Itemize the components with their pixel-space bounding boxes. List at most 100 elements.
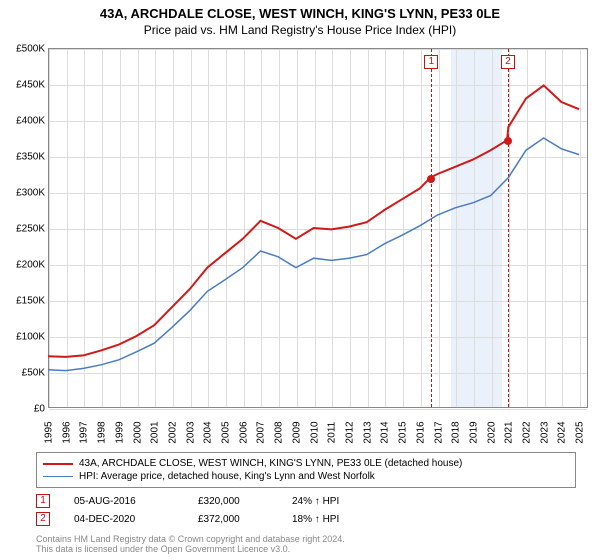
- gridline-v: [474, 49, 475, 407]
- x-tick-label: 2015: [398, 421, 409, 443]
- gridline-v: [67, 49, 68, 407]
- transaction-date: 04-DEC-2020: [74, 514, 174, 525]
- legend-swatch: [43, 476, 73, 477]
- gridline-v: [155, 49, 156, 407]
- gridline-v: [332, 49, 333, 407]
- x-tick-label: 2012: [344, 421, 355, 443]
- y-tick-label: £400K: [1, 116, 45, 127]
- transaction-price: £372,000: [198, 514, 268, 525]
- gridline-h: [49, 265, 587, 266]
- gridline-h: [49, 49, 587, 50]
- gridline-v: [173, 49, 174, 407]
- legend-swatch: [43, 463, 73, 465]
- footnote-line-2: This data is licensed under the Open Gov…: [36, 544, 345, 554]
- gridline-v: [509, 49, 510, 407]
- gridline-h: [49, 301, 587, 302]
- y-tick-label: £50K: [1, 368, 45, 379]
- y-tick-label: £200K: [1, 260, 45, 271]
- footnote: Contains HM Land Registry data © Crown c…: [36, 534, 345, 554]
- transaction-row: 105-AUG-2016£320,00024% ↑ HPI: [36, 492, 382, 510]
- x-tick-label: 2006: [238, 421, 249, 443]
- x-tick-label: 2020: [486, 421, 497, 443]
- page-title: 43A, ARCHDALE CLOSE, WEST WINCH, KING'S …: [0, 0, 600, 21]
- x-tick-label: 2007: [256, 421, 267, 443]
- transaction-index-box: 2: [36, 512, 50, 526]
- plot: £0£50K£100K£150K£200K£250K£300K£350K£400…: [48, 48, 588, 408]
- chart-area: £0£50K£100K£150K£200K£250K£300K£350K£400…: [48, 48, 588, 408]
- gridline-v: [191, 49, 192, 407]
- y-tick-label: £150K: [1, 296, 45, 307]
- x-tick-label: 2011: [327, 422, 338, 444]
- transaction-index-box: 1: [36, 494, 50, 508]
- gridline-v: [49, 49, 50, 407]
- gridline-v: [102, 49, 103, 407]
- gridline-v: [492, 49, 493, 407]
- gridline-v: [208, 49, 209, 407]
- shaded-region: [451, 49, 502, 407]
- y-tick-label: £100K: [1, 332, 45, 343]
- legend: 43A, ARCHDALE CLOSE, WEST WINCH, KING'S …: [36, 452, 576, 488]
- y-tick-label: £0: [1, 404, 45, 415]
- x-tick-label: 2002: [167, 421, 178, 443]
- gridline-v: [385, 49, 386, 407]
- y-tick-label: £500K: [1, 44, 45, 55]
- gridline-v: [527, 49, 528, 407]
- x-tick-label: 2021: [504, 421, 515, 443]
- gridline-h: [49, 373, 587, 374]
- page-subtitle: Price paid vs. HM Land Registry's House …: [0, 21, 600, 37]
- x-tick-label: 2016: [415, 421, 426, 443]
- gridline-v: [439, 49, 440, 407]
- x-tick-label: 2010: [309, 421, 320, 443]
- legend-row: HPI: Average price, detached house, King…: [43, 470, 569, 483]
- x-tick-label: 2019: [468, 421, 479, 443]
- x-tick-label: 2008: [274, 421, 285, 443]
- x-tick-label: 1995: [44, 421, 55, 443]
- x-tick-label: 2003: [185, 421, 196, 443]
- gridline-h: [49, 121, 587, 122]
- x-tick-label: 1998: [97, 421, 108, 443]
- y-tick-label: £300K: [1, 188, 45, 199]
- x-tick-label: 2017: [433, 421, 444, 443]
- transaction-row: 2 04-DEC-2020 £372,000 18% ↑ HPI: [36, 510, 382, 528]
- data-point-marker: [427, 175, 435, 183]
- gridline-v: [279, 49, 280, 407]
- event-marker-box: 1: [424, 55, 438, 69]
- x-tick-label: 2004: [203, 421, 214, 443]
- x-tick-label: 2025: [575, 421, 586, 443]
- x-tick-label: 2022: [522, 421, 533, 443]
- event-vline: [508, 49, 509, 407]
- x-tick-label: 1996: [61, 421, 72, 443]
- x-tick-label: 2013: [362, 421, 373, 443]
- gridline-h: [49, 229, 587, 230]
- gridline-h: [49, 157, 587, 158]
- x-tick-label: 2009: [291, 421, 302, 443]
- gridline-h: [49, 337, 587, 338]
- gridline-h: [49, 85, 587, 86]
- y-tick-label: £250K: [1, 224, 45, 235]
- gridline-v: [315, 49, 316, 407]
- gridline-v: [368, 49, 369, 407]
- x-tick-label: 2014: [380, 421, 391, 443]
- footnote-line-1: Contains HM Land Registry data © Crown c…: [36, 534, 345, 544]
- legend-row: 43A, ARCHDALE CLOSE, WEST WINCH, KING'S …: [43, 457, 569, 470]
- gridline-v: [297, 49, 298, 407]
- x-tick-label: 1997: [79, 421, 90, 443]
- transaction-table: 105-AUG-2016£320,00024% ↑ HPI204-DEC-202…: [36, 492, 382, 528]
- data-point-marker: [504, 137, 512, 145]
- gridline-v: [580, 49, 581, 407]
- gridline-v: [350, 49, 351, 407]
- gridline-v: [138, 49, 139, 407]
- x-tick-label: 2001: [150, 421, 161, 443]
- gridline-v: [403, 49, 404, 407]
- gridline-v: [120, 49, 121, 407]
- transaction-delta: 18% ↑ HPI: [292, 514, 382, 525]
- gridline-v: [84, 49, 85, 407]
- y-tick-label: £450K: [1, 80, 45, 91]
- gridline-v: [456, 49, 457, 407]
- event-marker-box: 2: [501, 55, 515, 69]
- x-tick-label: 1999: [114, 421, 125, 443]
- transaction-date: 05-AUG-2016: [74, 496, 174, 507]
- x-tick-label: 2000: [132, 421, 143, 443]
- event-vline: [431, 49, 432, 407]
- gridline-h: [49, 193, 587, 194]
